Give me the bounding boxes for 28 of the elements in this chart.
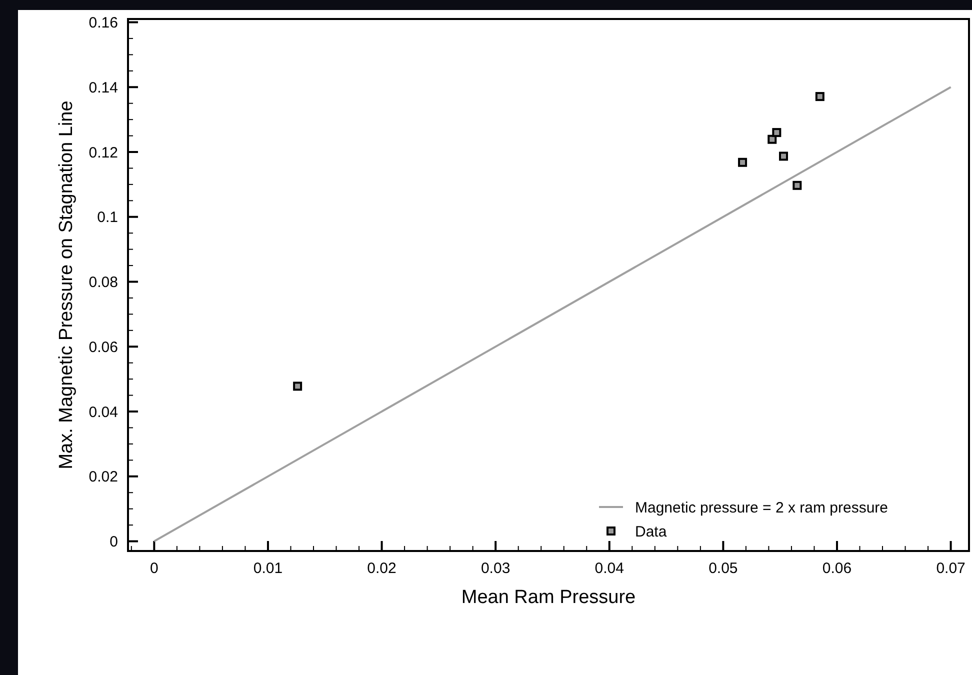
y-tick-label: 0.04 — [88, 404, 118, 421]
legend-label: Data — [635, 523, 668, 540]
y-tick-label: 0.08 — [88, 274, 118, 292]
x-tick-label: 0 — [150, 560, 158, 577]
y-tick-label: 0.02 — [88, 468, 118, 486]
point — [738, 158, 748, 167]
y-tick-label: 0 — [110, 534, 118, 551]
y-tick-label: 0.14 — [88, 79, 118, 96]
y-tick-label: 0.12 — [88, 144, 118, 162]
x-tick-label: 0.02 — [367, 560, 396, 577]
y-tick-label: 0.06 — [88, 338, 118, 356]
x-tick-label: 0.06 — [822, 560, 852, 577]
point — [792, 180, 802, 190]
point — [293, 382, 302, 391]
y-axis-title: Max. Magnetic Pressure on Stagnation Line — [56, 100, 77, 470]
x-tick-label: 0.01 — [253, 560, 283, 577]
y-tick-label: 0.1 — [97, 209, 118, 226]
point — [815, 92, 824, 102]
point — [772, 128, 782, 138]
x-axis-title: Mean Ram Pressure — [461, 587, 636, 608]
x-tick-label: 0.04 — [594, 560, 624, 577]
x-tick-label: 0.05 — [708, 560, 738, 577]
x-tick-label: 0.07 — [936, 560, 966, 577]
y-tick-label: 0.16 — [88, 14, 118, 32]
point — [779, 152, 788, 161]
point — [768, 134, 777, 144]
legend-label: Magnetic pressure = 2 x ram pressure — [635, 499, 888, 516]
x-tick-label: 0.03 — [480, 560, 510, 577]
